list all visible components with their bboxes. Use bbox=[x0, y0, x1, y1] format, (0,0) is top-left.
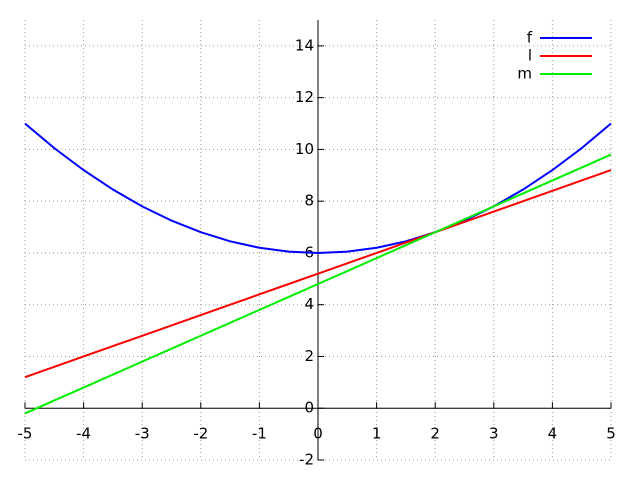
y-tick-label: 4 bbox=[304, 295, 314, 313]
y-tick-label: 8 bbox=[304, 192, 314, 210]
x-tick-label: 2 bbox=[430, 425, 440, 443]
x-tick-label: -2 bbox=[193, 425, 208, 443]
y-tick-label: 12 bbox=[295, 88, 314, 106]
series-line bbox=[24, 153, 612, 415]
series-line bbox=[24, 122, 612, 254]
x-tick-label: -1 bbox=[252, 425, 267, 443]
x-tick-label: -3 bbox=[135, 425, 150, 443]
legend-label: m bbox=[517, 65, 532, 83]
x-tick-label: 3 bbox=[489, 425, 499, 443]
y-tick-label: -2 bbox=[299, 451, 314, 469]
x-tick-label: 1 bbox=[372, 425, 382, 443]
y-tick-label: 2 bbox=[304, 347, 314, 365]
y-tick-label: 10 bbox=[295, 140, 314, 158]
x-tick-label: 5 bbox=[606, 425, 616, 443]
series-line bbox=[24, 169, 612, 379]
x-tick-label: -4 bbox=[76, 425, 91, 443]
legend-label: f bbox=[527, 29, 533, 47]
legend-label: l bbox=[528, 47, 532, 65]
x-tick-label: 4 bbox=[548, 425, 558, 443]
x-tick-label: -5 bbox=[18, 425, 33, 443]
y-tick-label: 14 bbox=[295, 36, 314, 54]
